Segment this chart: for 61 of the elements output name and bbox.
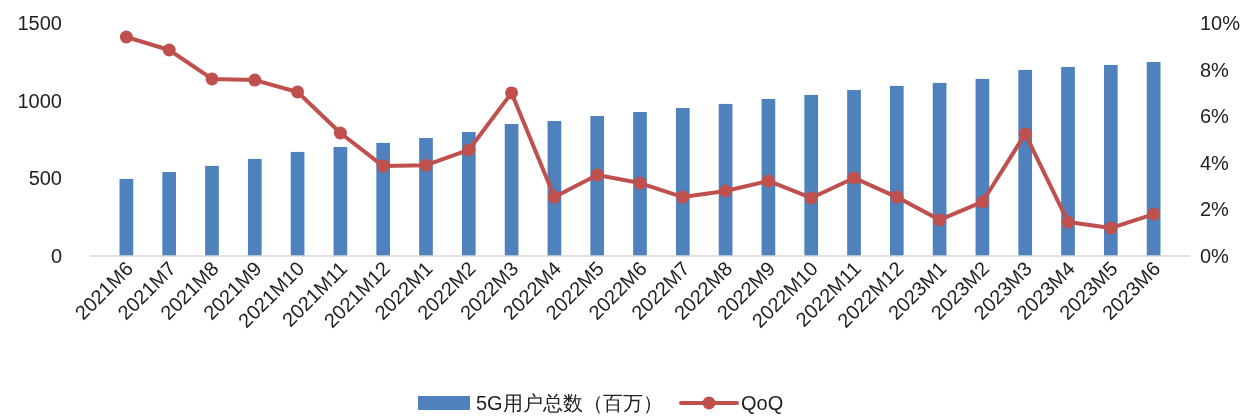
point	[462, 143, 476, 157]
point	[547, 190, 561, 204]
bar	[504, 123, 519, 256]
point	[1104, 221, 1118, 235]
bar	[1146, 61, 1161, 256]
point	[162, 43, 176, 57]
point	[333, 126, 347, 140]
point	[847, 171, 861, 185]
legend-label: 5G用户总数（百万）	[476, 392, 663, 414]
bar	[718, 103, 733, 256]
bar	[333, 146, 348, 256]
bar	[1103, 64, 1118, 256]
bar	[847, 89, 861, 256]
bar	[590, 116, 605, 256]
point	[119, 30, 133, 44]
point	[975, 195, 989, 209]
point	[291, 85, 305, 99]
point	[933, 213, 947, 227]
y2-tick-label: 2%	[1200, 198, 1230, 221]
point	[1018, 127, 1032, 141]
bar	[461, 132, 476, 256]
point	[205, 72, 219, 86]
bar	[247, 158, 262, 256]
bar	[1018, 69, 1033, 256]
legend-label: QoQ	[741, 392, 784, 414]
y-tick-label: 1000	[17, 89, 62, 112]
point	[804, 191, 818, 205]
bar	[675, 107, 690, 256]
point	[761, 174, 775, 188]
y2-tick-label: 0%	[1200, 245, 1230, 267]
bar	[162, 171, 177, 256]
point	[1061, 215, 1075, 229]
point	[676, 190, 690, 204]
point	[719, 184, 733, 198]
point	[376, 159, 390, 173]
bar	[205, 165, 219, 256]
point	[505, 86, 519, 100]
point	[1147, 207, 1161, 221]
bar	[633, 112, 647, 256]
y2-tick-label: 8%	[1200, 58, 1230, 81]
point	[590, 168, 604, 182]
y2-tick-label: 10%	[1200, 12, 1241, 34]
bar	[290, 151, 305, 256]
y-tick-label: 1500	[17, 12, 62, 34]
bar	[804, 94, 819, 256]
bar	[1061, 66, 1075, 256]
y2-tick-label: 4%	[1200, 151, 1230, 174]
y-tick-label: 0	[50, 245, 62, 267]
y-tick-label: 500	[28, 167, 62, 190]
bar	[376, 142, 391, 256]
bar	[419, 137, 433, 256]
bar	[975, 78, 990, 256]
bar	[889, 85, 904, 256]
point	[633, 176, 647, 190]
bar	[932, 82, 947, 256]
bar	[119, 178, 134, 256]
y2-tick-label: 6%	[1200, 105, 1230, 128]
point	[248, 73, 262, 87]
bar	[761, 98, 776, 256]
point	[419, 158, 433, 172]
point	[890, 190, 904, 204]
